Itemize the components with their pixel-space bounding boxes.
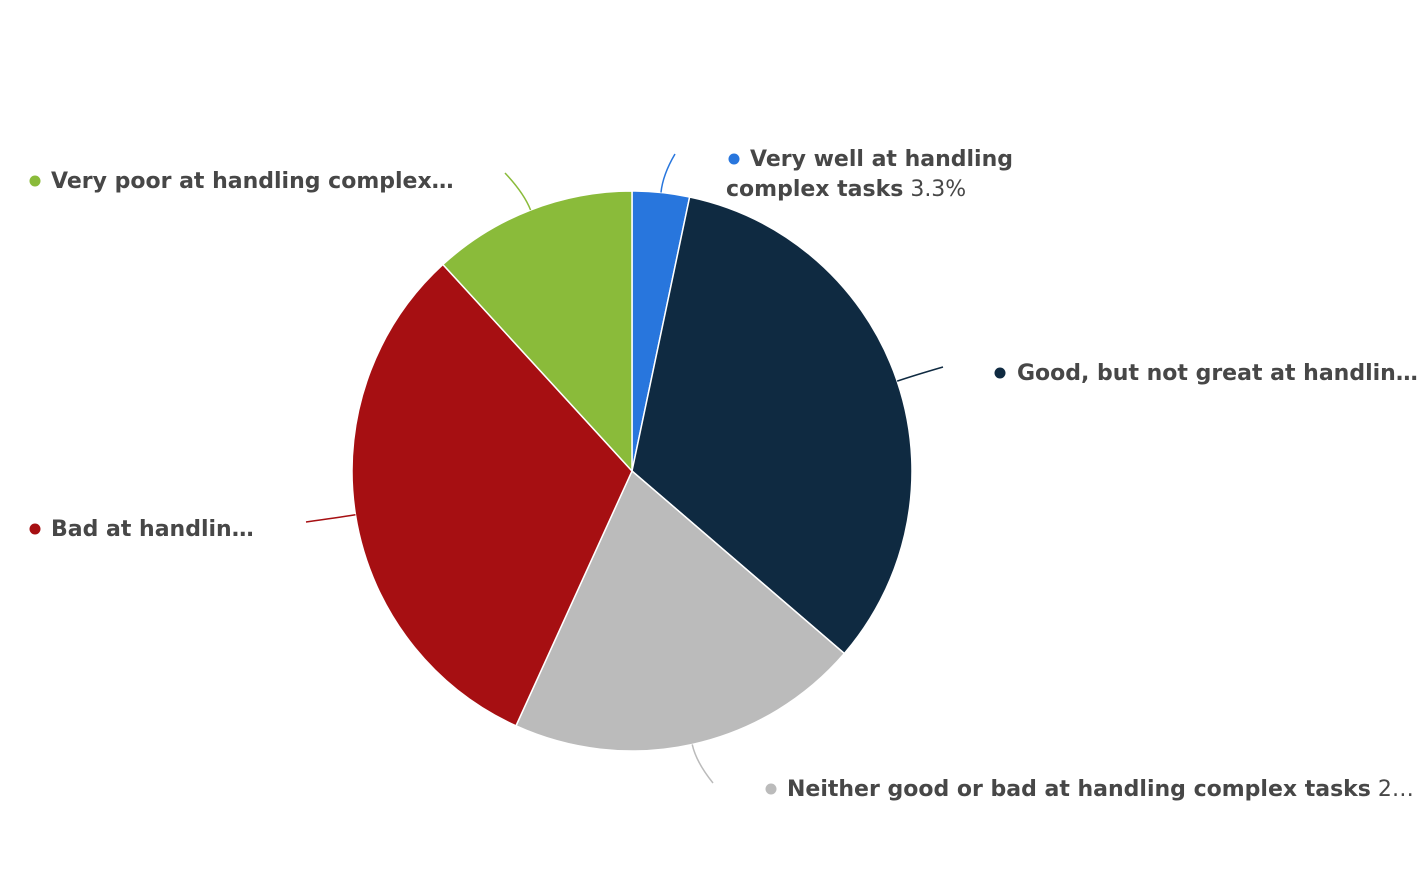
legend-marker-bad-at-handling-complex-tasks <box>29 523 41 535</box>
labels-layer: Very well at handling complex tasks 3.3% G… <box>29 147 1418 802</box>
legend-marker-good-but-not-great-at-handling-complex-tasks <box>994 367 1006 379</box>
data-label-very-well-at-handling-complex-tasks-line-1: Very well at handling <box>750 147 1013 172</box>
connector-line-very-poor-at-handling-complex-tasks <box>504 172 532 211</box>
data-value-very-well-at-handling-complex-tasks: 3.3% <box>903 177 966 202</box>
data-label-good-but-not-great-at-handling-complex-tasks: Good, but not great at handlin… <box>1017 361 1418 386</box>
pie-slice-good-but-not-great-at-handling-complex-tasks[interactable] <box>631 196 913 655</box>
connector-line-good-but-not-great-at-handling-complex-tasks <box>896 366 944 382</box>
slices-layer <box>351 190 913 752</box>
data-label-very-well-at-handling-complex-tasks-line-2: complex tasks 3.3% <box>726 177 966 202</box>
legend-marker-very-well-at-handling-complex-tasks <box>728 153 740 165</box>
connector-line-very-well-at-handling-complex-tasks <box>660 153 676 193</box>
legend-marker-very-poor-at-handling-complex-tasks <box>29 175 41 187</box>
connector-line-neither-good-or-bad-at-handling-complex-tasks <box>691 744 714 784</box>
data-label-neither-good-or-bad-at-handling-complex-tasks: Neither good or bad at handling complex … <box>787 777 1414 802</box>
legend-marker-neither-good-or-bad-at-handling-complex-tasks <box>765 783 777 795</box>
data-label-bad-at-handling-complex-tasks: Bad at handlin… <box>51 517 254 542</box>
data-label-very-poor-at-handling-complex-tasks: Very poor at handling complex… <box>51 169 454 194</box>
pie-slice-very-poor-at-handling-complex-tasks[interactable] <box>441 190 633 473</box>
data-value-neither-good-or-bad-at-handling-complex-tasks: 2… <box>1371 777 1414 802</box>
connector-line-bad-at-handling-complex-tasks <box>305 514 356 523</box>
pie-slice-neither-good-or-bad-at-handling-complex-tasks[interactable] <box>514 469 846 752</box>
